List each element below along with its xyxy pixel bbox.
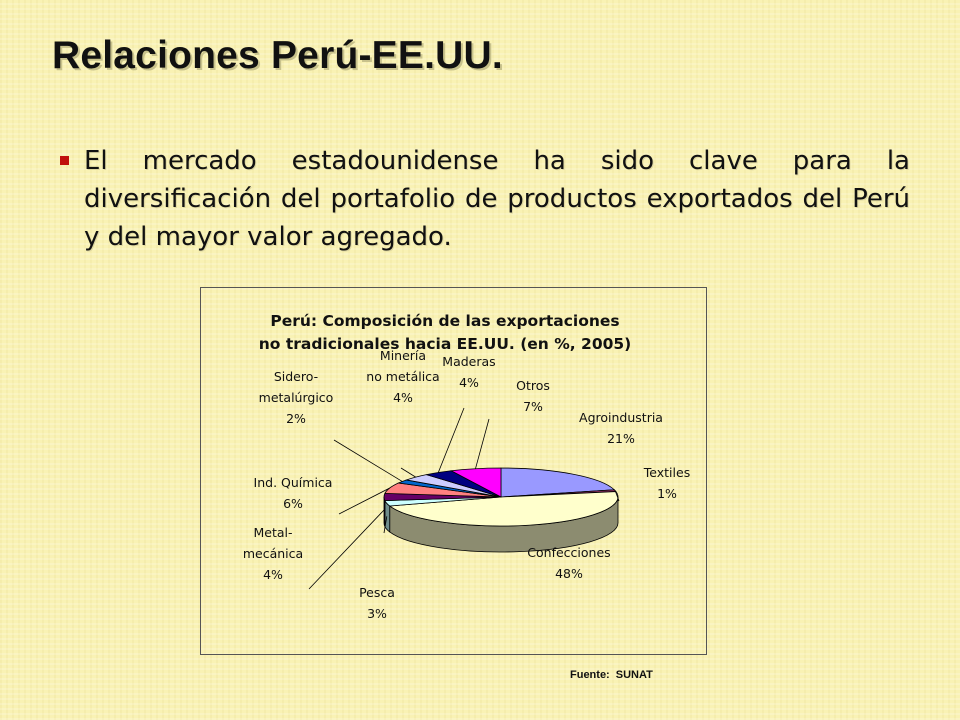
data-label-textiles: 1% bbox=[657, 486, 677, 501]
leader-line-pesca bbox=[383, 516, 388, 534]
source-value: SUNAT bbox=[615, 669, 653, 681]
slice-label-confecciones: Confecciones bbox=[527, 545, 610, 560]
source-label: Fuente: bbox=[570, 669, 610, 681]
square-bullet-icon bbox=[60, 156, 69, 165]
leader-line-textiles bbox=[614, 490, 620, 502]
slice-label-sidero-metalurgico: metalúrgico bbox=[259, 390, 334, 405]
chart-title-line: no tradicionales hacia EE.UU. (en %, 200… bbox=[259, 335, 632, 353]
data-label-mineria-no-metalica: 4% bbox=[393, 390, 413, 405]
data-label-agroindustria: 21% bbox=[607, 431, 635, 446]
slice-label-mineria-no-metalica: no metálica bbox=[366, 369, 439, 384]
pie-slice-confecciones bbox=[388, 491, 619, 527]
slice-label-metal-mecanica: mecánica bbox=[243, 546, 303, 561]
slice-label-otros: Otros bbox=[516, 378, 550, 393]
slice-label-pesca: Pesca bbox=[359, 585, 395, 600]
leader-line-otros bbox=[475, 418, 490, 469]
pie-chart: Perú: Composición de las exportaciones no… bbox=[243, 312, 690, 621]
data-label-metal-mecanica: 4% bbox=[263, 567, 283, 582]
slice-label-mineria-no-metalica: Minería bbox=[380, 348, 426, 363]
slice-label-ind-quimica: Ind. Química bbox=[254, 475, 333, 490]
slice-label-textiles: Textiles bbox=[643, 465, 690, 480]
data-label-pesca: 3% bbox=[367, 606, 387, 621]
bullet-text: El mercado estadounidense ha sido clave … bbox=[84, 146, 910, 252]
pie-slice-agroindustria bbox=[500, 467, 616, 498]
source-note: Fuente: SUNAT bbox=[570, 669, 653, 681]
leader-line-mineria-no-metalica bbox=[400, 467, 416, 478]
pie-chart-frame: Perú: Composición de las exportaciones no… bbox=[200, 287, 707, 655]
slice-label-metal-mecanica: Metal- bbox=[253, 525, 292, 540]
slice-label-agroindustria: Agroindustria bbox=[579, 410, 663, 425]
chart-title-line: Perú: Composición de las exportaciones bbox=[270, 312, 619, 330]
leader-line-ind-quimica bbox=[338, 487, 390, 515]
slide-title: Relaciones Perú-EE.UU. bbox=[52, 34, 503, 77]
slice-label-sidero-metalurgico: Sidero- bbox=[274, 369, 318, 384]
data-label-otros: 7% bbox=[523, 399, 543, 414]
slice-label-maderas: Maderas bbox=[442, 354, 495, 369]
data-label-confecciones: 48% bbox=[555, 566, 583, 581]
data-label-maderas: 4% bbox=[459, 375, 479, 390]
bullet-item: El mercado estadounidense ha sido clave … bbox=[60, 142, 910, 256]
leader-line-maderas bbox=[437, 407, 465, 473]
data-label-ind-quimica: 6% bbox=[283, 496, 303, 511]
pie-side-metal-mecanica bbox=[383, 496, 386, 527]
leader-line-metal-mecanica bbox=[308, 509, 385, 590]
data-label-sidero-metalurgico: 2% bbox=[286, 411, 306, 426]
leader-line-sidero-metalurgico bbox=[333, 439, 403, 482]
